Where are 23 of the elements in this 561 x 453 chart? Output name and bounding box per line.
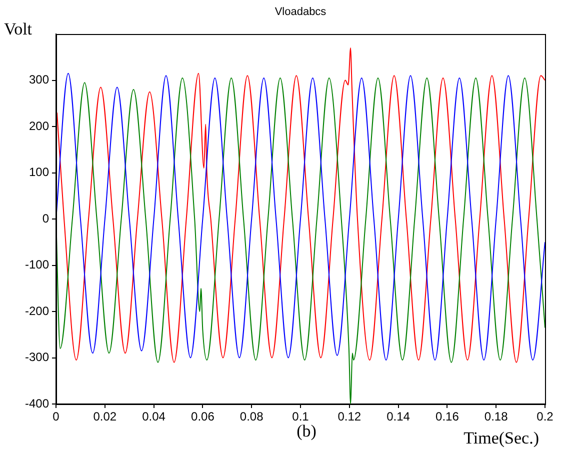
x-tick-label: 0.12 [338,410,362,424]
x-tick-label: 0.02 [93,410,117,424]
x-tick-label: 0.08 [240,410,264,424]
text: (b) [296,421,316,440]
x-axis-title: Time(Sec.) [464,428,539,448]
y-tick-label: -200 [24,304,50,318]
x-tick-label: 0.16 [436,410,460,424]
x-tick-label: 0.06 [191,410,215,424]
y-tick-label: -400 [24,396,50,410]
y-tick-label: -100 [24,258,50,272]
x-tick-label: 0.04 [142,410,166,424]
y-axis-title: Volt [4,19,32,38]
y-tick-label: 300 [28,72,50,87]
x-tick-label: 0.1 [292,410,310,424]
x-tick-label: 0.14 [386,410,410,424]
y-tick-label: 200 [28,118,50,133]
y-tick-label: -300 [24,350,50,364]
x-tick-label: 0.2 [536,410,554,424]
x-tick-label: 0 [52,410,60,424]
x-tick-label: 0.18 [484,410,508,424]
y-tick-label: 100 [28,165,50,180]
chart-title: Vloadabcs [274,6,327,18]
y-tick-label: 0 [42,211,50,226]
